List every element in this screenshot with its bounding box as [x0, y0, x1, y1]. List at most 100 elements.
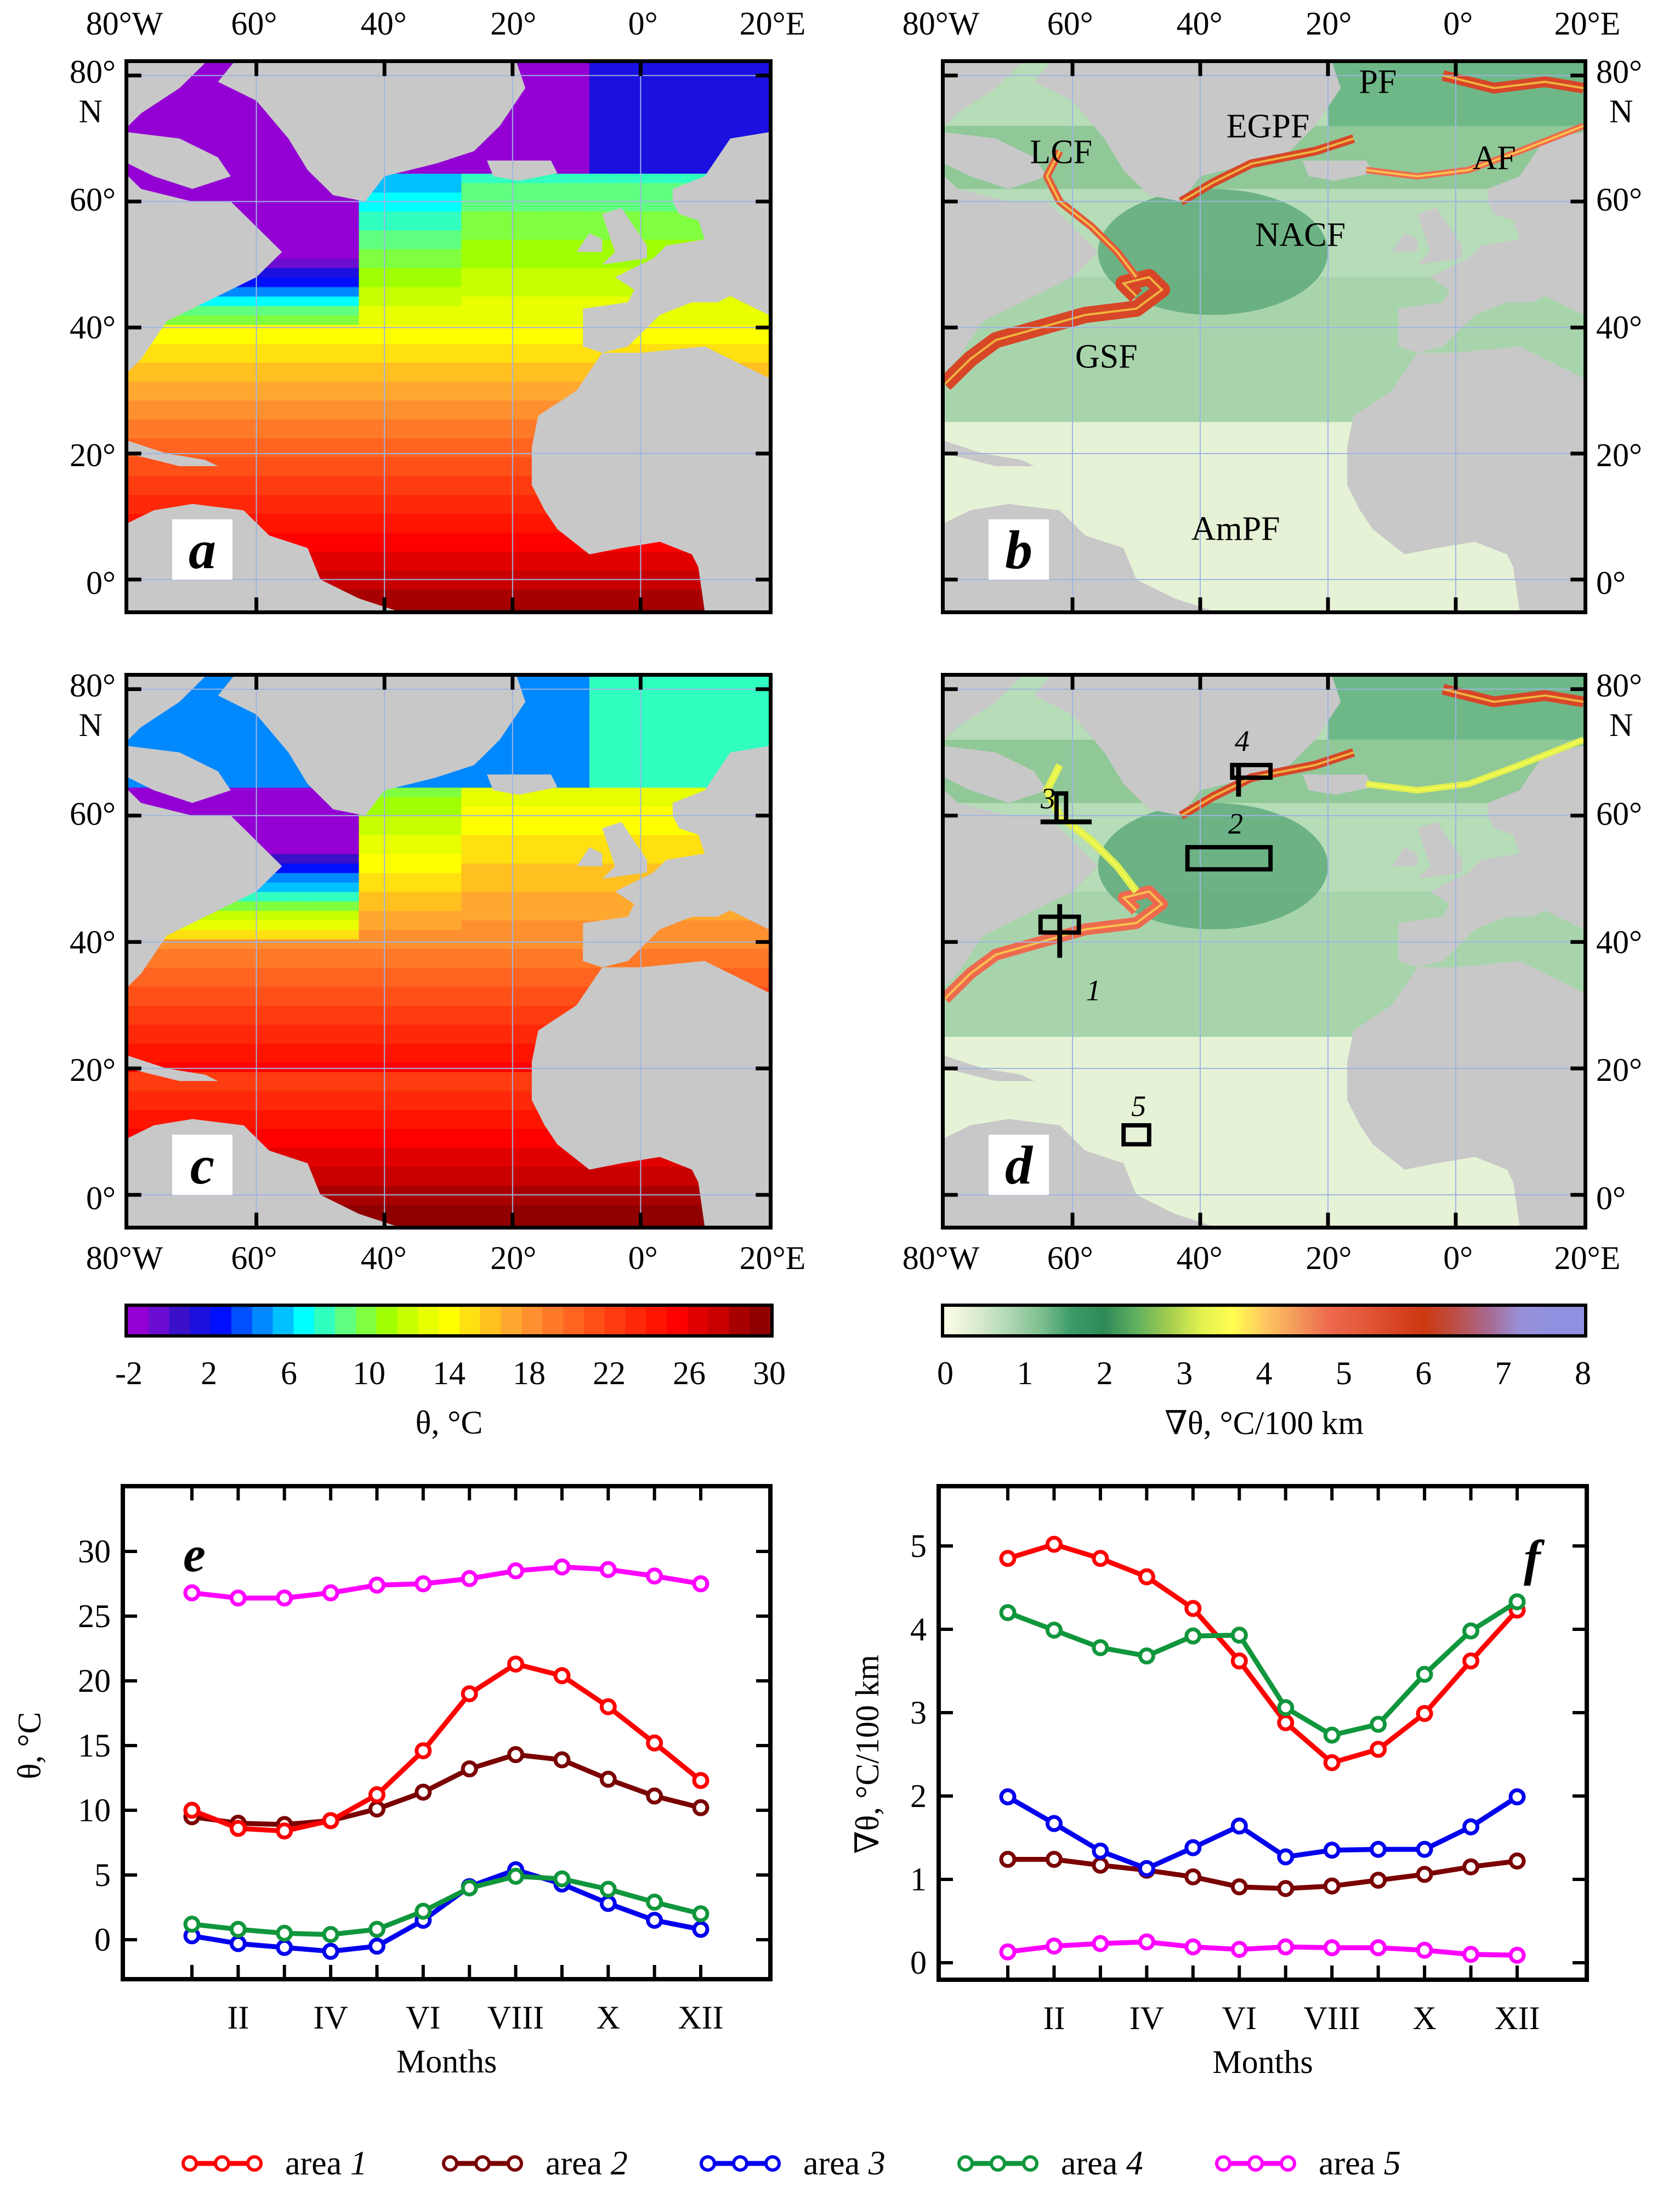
data-point [1508, 1593, 1526, 1611]
series-area-4 [183, 1867, 710, 1944]
map-panel-c: c [124, 673, 773, 1230]
y-tick-label: 10 [78, 1792, 111, 1828]
land-scand [1488, 132, 1583, 227]
data-point [461, 1685, 478, 1703]
data-point [1138, 1933, 1155, 1951]
data-point [1370, 1872, 1387, 1889]
lat-label: 60° [1596, 795, 1642, 832]
data-point [183, 1802, 201, 1819]
legend-label: area 3 [803, 2144, 886, 2183]
x-tick-label: XII [1494, 2000, 1540, 2036]
legend-label-number: 1 [350, 2144, 367, 2182]
lat-label: 80° [70, 667, 116, 704]
x-axis-label: Months [1212, 2044, 1313, 2080]
land-masses [945, 63, 1583, 610]
legend-label-text: area [546, 2144, 603, 2182]
area-box-4 [1230, 763, 1273, 780]
series-area-2 [183, 1746, 710, 1833]
data-point [1462, 1946, 1480, 1963]
legend-label-number: 5 [1383, 2144, 1401, 2182]
land-baffin [945, 132, 1047, 189]
x-tick-label: X [1412, 2000, 1437, 2036]
lon-label: 60° [231, 5, 277, 42]
front-label-lcf: LCF [1030, 133, 1093, 171]
map-ticks [945, 63, 1583, 610]
legend: area 1 area 2 area 3 area 4 area 5 [0, 2139, 1680, 2188]
y-tick-label: 15 [78, 1727, 111, 1764]
data-point [999, 1604, 1017, 1622]
land-ireland [576, 233, 603, 252]
front-label-ampf: AmPF [1191, 510, 1280, 548]
data-point [692, 1772, 710, 1789]
colorbar-tick-label: 22 [593, 1355, 626, 1391]
x-tick-label: II [227, 1999, 249, 2036]
data-point [1045, 1851, 1063, 1868]
lon-label: 0° [1443, 5, 1473, 42]
colorbar-tick-label: 30 [753, 1355, 786, 1391]
legend-swatch [700, 2155, 781, 2172]
data-point [1323, 1842, 1341, 1859]
data-point [1138, 1860, 1155, 1877]
data-point [1370, 1840, 1387, 1858]
legend-label-number: 4 [1126, 2144, 1143, 2182]
front-label-egpf: EGPF [1226, 107, 1310, 145]
land-labrador [945, 790, 1098, 987]
data-point [1416, 1705, 1433, 1723]
y-axis-label: ∇θ, °C/100 km [849, 1655, 886, 1854]
data-point [229, 1820, 247, 1837]
data-point [599, 1698, 617, 1715]
series-area-5 [999, 1933, 1526, 1964]
land-canada [945, 677, 1021, 740]
colorbar-tick-label: 2 [1096, 1355, 1113, 1391]
land-masses [945, 677, 1583, 1226]
lat-label: 60° [70, 182, 116, 218]
legend-item-area-1: area 1 [181, 2139, 367, 2188]
x-axis-label: Months [396, 2043, 497, 2080]
lon-label: 0° [628, 5, 658, 42]
panel-letter-b: b [989, 519, 1049, 580]
chart-plot-area [121, 1484, 773, 1981]
area-label-3: 3 [1041, 781, 1056, 815]
lat-label: 80° [1596, 667, 1642, 704]
data-point [692, 1905, 710, 1923]
lon-label: 80°W [902, 1240, 980, 1276]
graticule [945, 677, 1583, 1226]
data-point [599, 1880, 617, 1898]
colorbar-tick-label: 0 [937, 1355, 953, 1391]
legend-label: area 4 [1061, 2144, 1143, 2183]
legend-label: area 2 [546, 2144, 628, 2183]
land-greenland [1034, 677, 1341, 816]
area-label-1: 1 [1086, 974, 1101, 1007]
y-tick-label: 5 [94, 1857, 111, 1893]
front-line-edge [945, 276, 1164, 385]
y-tick-label: 2 [910, 1778, 927, 1814]
data-point [507, 1867, 525, 1885]
data-point [183, 1584, 201, 1602]
x-tick-label: IV [1129, 2000, 1165, 2036]
data-point [599, 1770, 617, 1788]
chart-f [937, 1484, 1589, 1982]
data-point [322, 1584, 339, 1602]
area-box-5 [1121, 1123, 1151, 1147]
data-point [1230, 1627, 1248, 1644]
area-label-2: 2 [1228, 807, 1244, 841]
lat-label: 0° [86, 565, 116, 601]
lon-label: 20°E [1554, 1240, 1621, 1276]
colorbar-tick-label: 4 [1256, 1355, 1273, 1391]
land-greenland [218, 677, 526, 816]
land-uk [1417, 207, 1462, 265]
data-point [1092, 1639, 1109, 1656]
lon-label: 40° [1176, 1240, 1223, 1276]
data-point [599, 1895, 617, 1912]
data-point [229, 1589, 247, 1607]
area-label-5: 5 [1131, 1089, 1147, 1123]
lat-unit-label: N [1609, 93, 1633, 129]
series-area-4 [999, 1593, 1526, 1744]
data-point [1416, 1840, 1433, 1858]
data-point [1508, 1946, 1526, 1964]
colorbar-tick-label: 6 [281, 1355, 297, 1391]
land-africa [531, 961, 769, 1226]
data-point [1092, 1550, 1109, 1567]
lon-label: 20°E [1554, 5, 1621, 42]
lat-label: 60° [70, 795, 116, 832]
